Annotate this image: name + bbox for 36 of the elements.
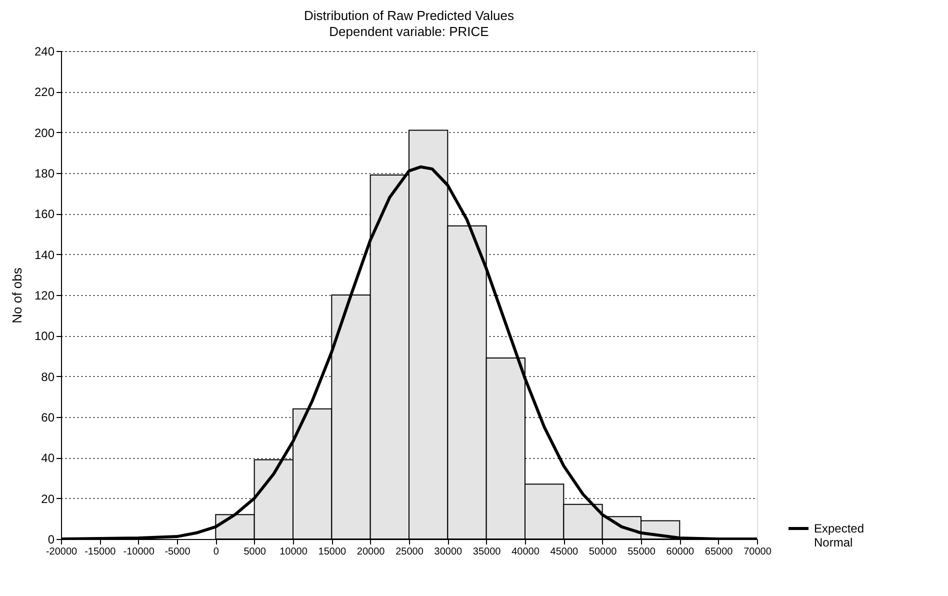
y-tick-label: 180 [34,166,55,180]
x-tick-label: 60000 [666,546,695,558]
x-tick-label: 40000 [512,546,540,558]
x-tick-label: 55000 [628,546,656,558]
y-tick-label: 160 [34,207,55,222]
x-tick-label: 50000 [588,546,618,558]
x-tick-label: 20000 [356,546,386,558]
x-tick-label: 45000 [550,546,579,558]
x-tick-label: -5000 [164,546,191,558]
y-tick-label: 240 [34,44,55,58]
x-tick-label: -15000 [84,546,116,558]
chart-title: Distribution of Raw Predicted Values [304,8,515,23]
x-tick-label: 30000 [434,546,463,558]
chart-subtitle: Dependent variable: PRICE [329,24,490,39]
x-tick-label: 5000 [244,546,266,558]
x-tick-label: 35000 [472,546,502,558]
y-tick-label: 20 [41,492,55,506]
y-tick-label: 0 [48,532,55,546]
x-tick-label: -20000 [46,546,78,558]
y-tick-label: 60 [41,410,55,424]
y-tick-label: 40 [41,451,55,466]
x-tick-label: 65000 [704,546,734,558]
y-tick-label: 100 [34,329,55,344]
x-tick-label: 10000 [280,546,308,558]
y-tick-label: 140 [34,248,55,262]
x-tick-label: 15000 [318,546,347,558]
x-tick-label: -10000 [123,546,155,558]
y-tick-label: 80 [41,370,55,384]
y-tick-label: 120 [34,288,55,302]
y-tick-label: 200 [34,126,55,140]
x-tick-label: 70000 [744,546,772,558]
y-tick-label: 220 [34,85,55,100]
legend-label: Expected Normal [814,522,864,550]
x-tick-label: 25000 [396,546,424,558]
x-tick-label: 0 [213,546,220,558]
y-axis-title: No of obs [9,267,24,324]
